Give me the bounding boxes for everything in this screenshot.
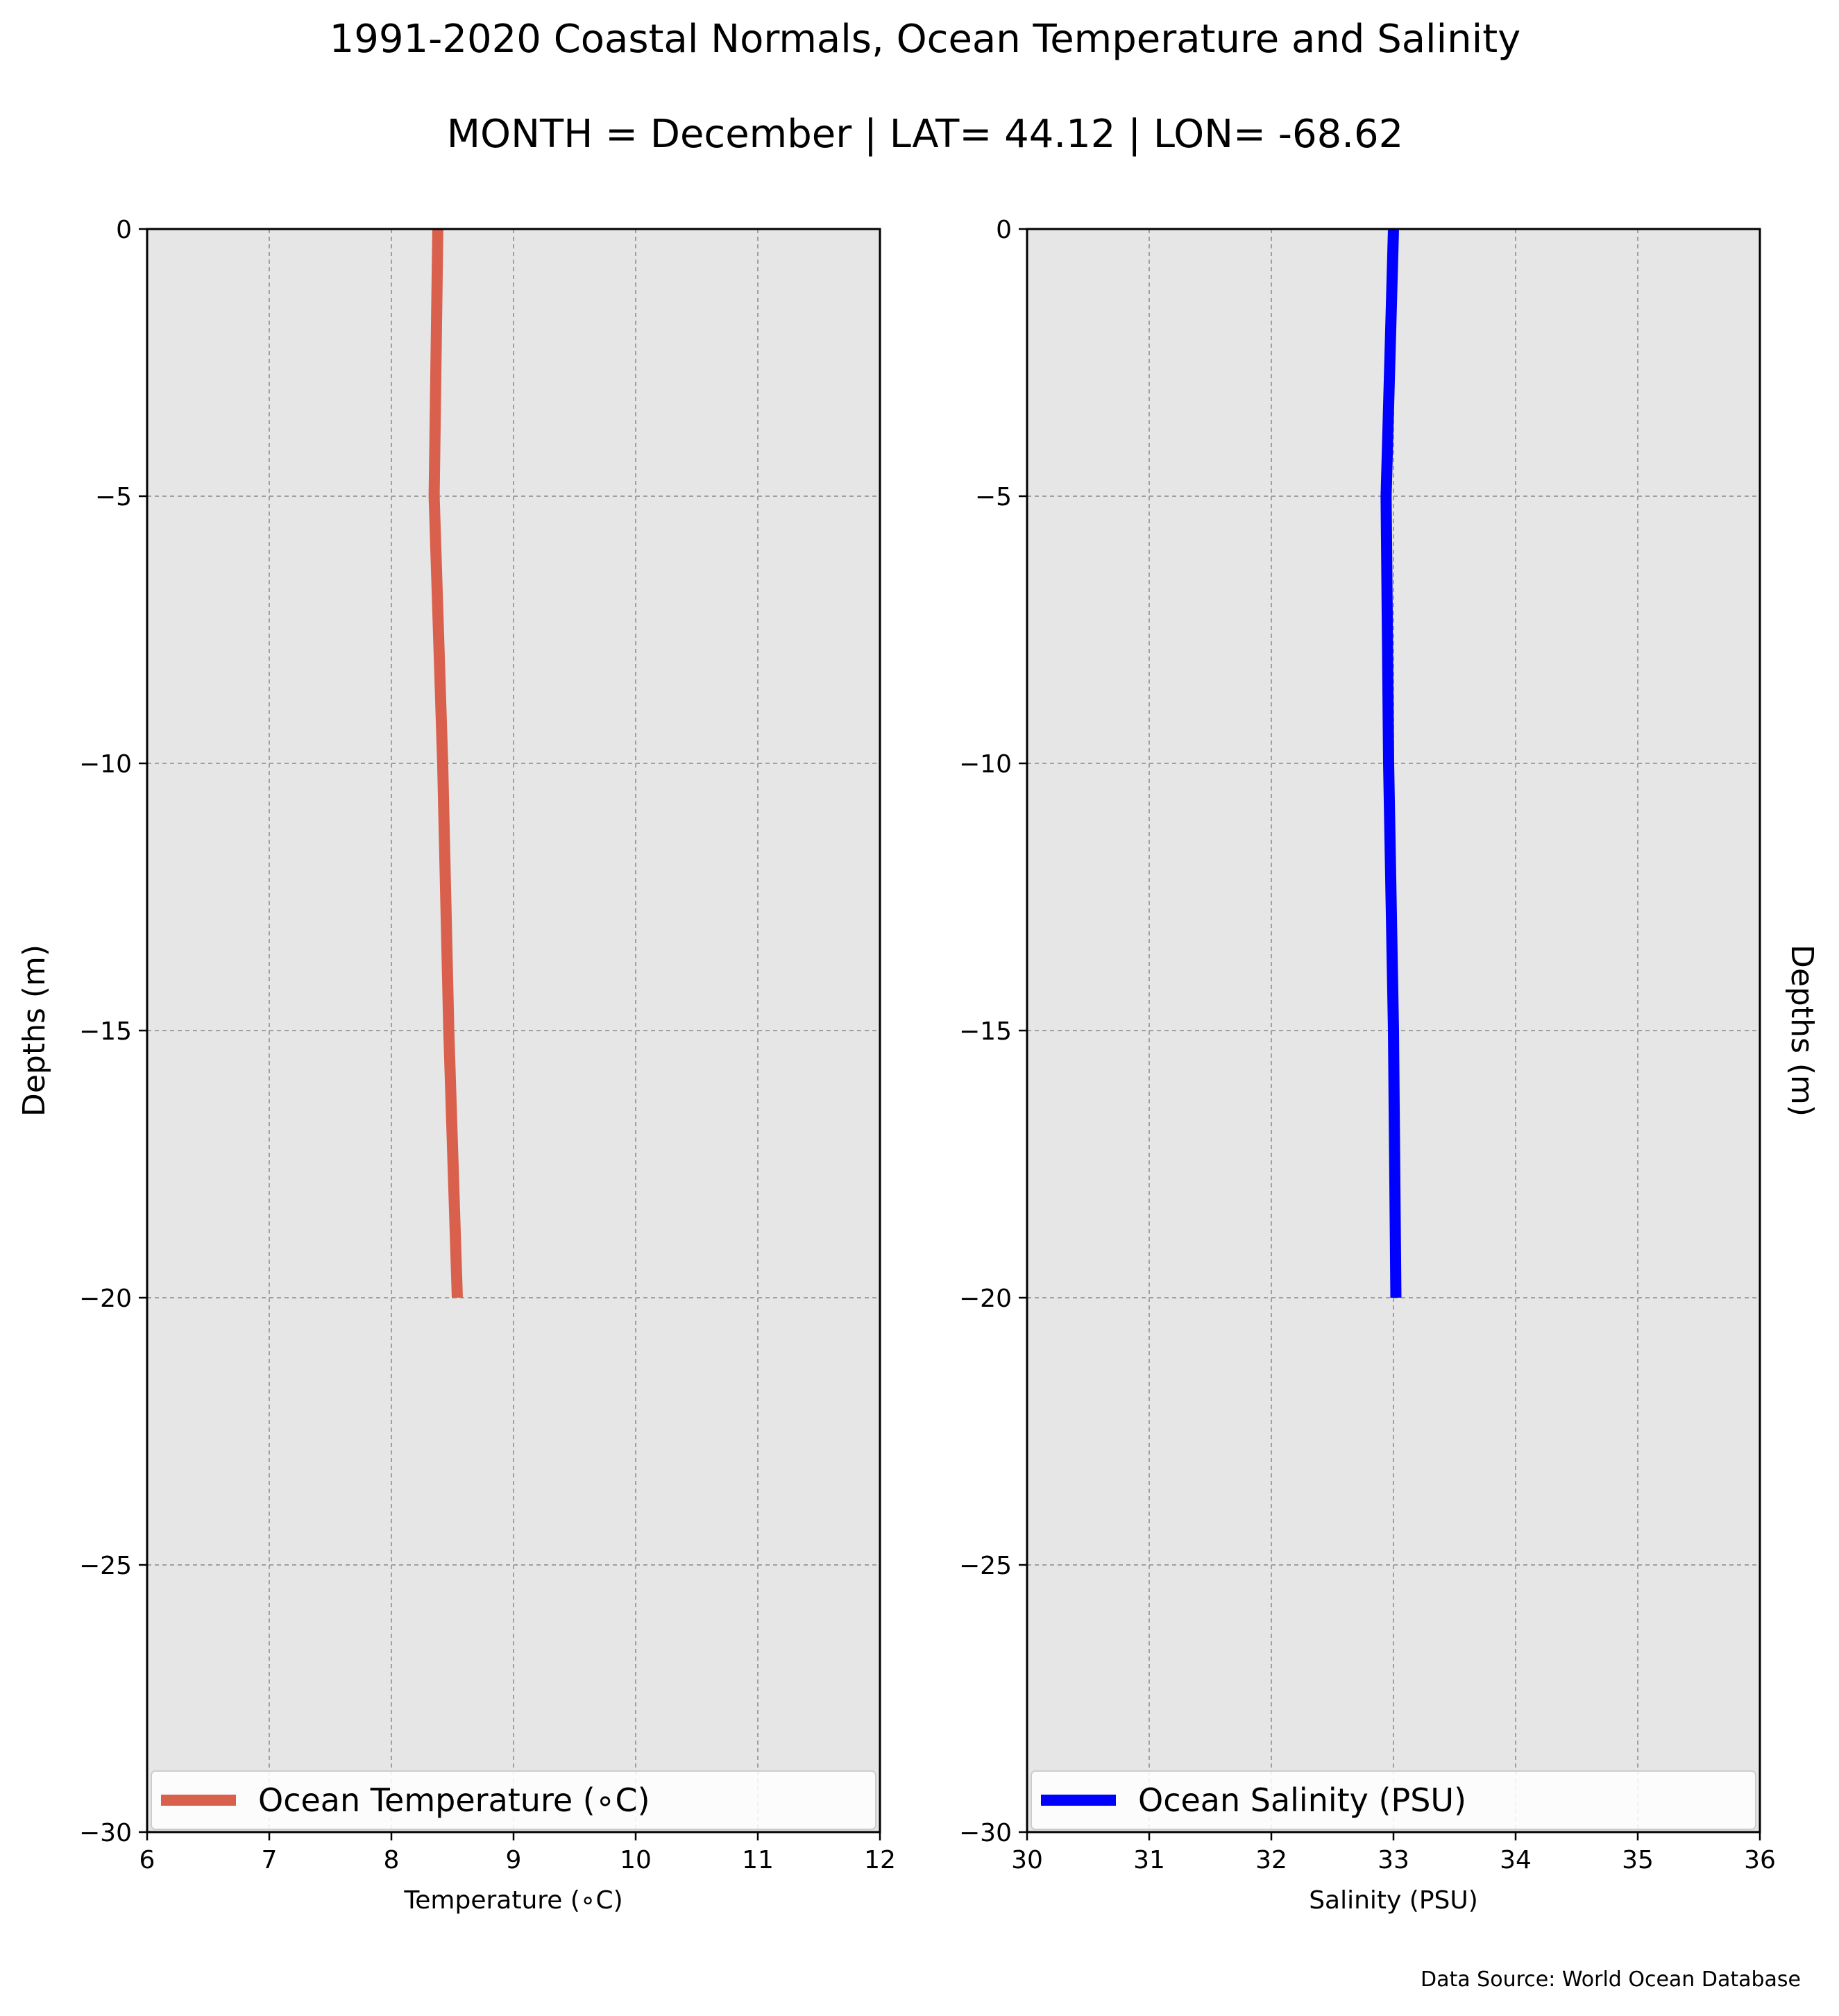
x-tick-label: 9	[506, 1846, 522, 1874]
figure-title-line2: MONTH = December | LAT= 44.12 | LON= -68…	[447, 112, 1404, 157]
y-tick-label: −5	[95, 483, 132, 511]
x-tick-label: 33	[1378, 1846, 1409, 1874]
x-tick-label: 11	[742, 1846, 774, 1874]
legend-box	[1031, 1770, 1756, 1830]
x-tick-label: 7	[262, 1846, 278, 1874]
x-axis-title: Temperature (∘C)	[403, 1886, 622, 1915]
x-tick-label: 12	[864, 1846, 896, 1874]
y-tick-label: −5	[975, 483, 1012, 511]
x-tick-label: 31	[1133, 1846, 1165, 1874]
figure-title-line1: 1991-2020 Coastal Normals, Ocean Tempera…	[330, 17, 1521, 62]
x-tick-label: 32	[1255, 1846, 1287, 1874]
x-tick-label: 35	[1622, 1846, 1654, 1874]
x-tick-label: 8	[384, 1846, 400, 1874]
x-tick-label: 34	[1500, 1846, 1532, 1874]
y-tick-label: −10	[959, 750, 1012, 779]
y-tick-label: −25	[79, 1552, 132, 1580]
legend-box	[151, 1770, 876, 1830]
y-tick-label: −20	[79, 1285, 132, 1313]
data-source-note: Data Source: World Ocean Database	[1421, 1967, 1801, 1992]
legend-label: Ocean Salinity (PSU)	[1138, 1781, 1466, 1819]
y-tick-label: −30	[959, 1819, 1012, 1847]
y-tick-label: −10	[79, 750, 132, 779]
legend-label: Ocean Temperature (∘C)	[258, 1781, 650, 1819]
salinity-panel: 30 31 32 33 34 35 36 0 −5 −10 −15 −20 −25 −30 Salinity…	[959, 216, 1820, 1915]
y-tick-label: −15	[959, 1017, 1012, 1046]
y-axis-title: Depths (m)	[17, 945, 52, 1117]
y-axis-title: Depths (m)	[1784, 945, 1820, 1117]
series-line	[428, 228, 463, 1298]
x-axis-title: Salinity (PSU)	[1309, 1886, 1478, 1915]
y-tick-label: −30	[79, 1819, 132, 1847]
x-tick-label: 10	[620, 1846, 652, 1874]
y-tick-label: −15	[79, 1017, 132, 1046]
series-line	[1380, 228, 1402, 1298]
temperature-panel: 6 7 8 9 10 11 12 0 −5 −10 −15 −20 −25 −30 Temperature …	[17, 216, 896, 1915]
y-tick-label: −25	[959, 1552, 1012, 1580]
x-tick-label: 6	[139, 1846, 155, 1874]
x-tick-label: 36	[1744, 1846, 1776, 1874]
x-tick-label: 30	[1011, 1846, 1043, 1874]
y-tick-label: 0	[996, 216, 1012, 244]
y-tick-label: −20	[959, 1285, 1012, 1313]
y-tick-label: 0	[116, 216, 132, 244]
